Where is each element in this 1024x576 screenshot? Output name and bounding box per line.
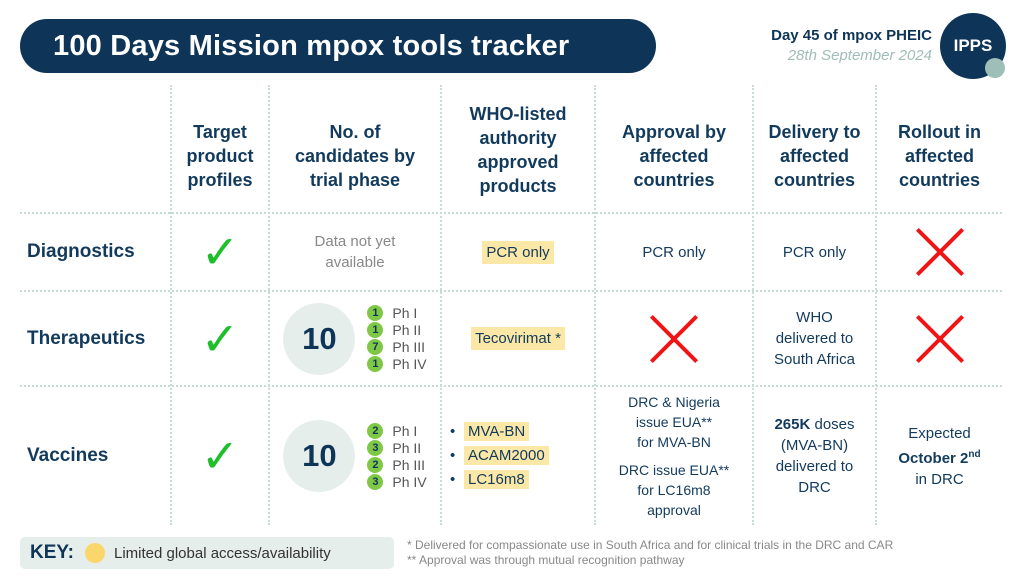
phase-list: 2 Ph I 3 Ph II 2 Ph III 3 Ph IV (367, 422, 427, 490)
phase-item: 2 Ph I (367, 422, 426, 439)
list-item: • ACAM2000 (450, 444, 549, 468)
limited-access-highlight: MVA-BN (464, 422, 530, 441)
day-label: Day 45 of mpox PHEIC (771, 27, 932, 44)
rollout-date: October 2 (898, 449, 969, 467)
diagnostics-delivery: PCR only (782, 243, 847, 261)
phase-item: 3 Ph IV (367, 473, 427, 490)
diagnostics-who-listed: PCR only (442, 214, 594, 290)
phase-list: 1 Ph I 1 Ph II 7 Ph III 1 Ph IV (367, 305, 427, 373)
vaccine-product-list: • MVA-BN • ACAM2000 • LC16m8 (450, 420, 549, 492)
footnote: ** Approval was through mutual recogniti… (407, 553, 685, 567)
therapeutics-tpp: ✓ (172, 292, 268, 385)
grid-divider (170, 85, 172, 525)
therapeutics-approval (596, 292, 752, 385)
phase-count-badge: 3 (367, 439, 384, 456)
date-label: 28th September 2024 (787, 47, 932, 64)
vaccines-rollout: Expected October 2nd in DRC (898, 424, 981, 488)
phase-count-badge: 2 (367, 422, 384, 439)
cross-icon (914, 313, 966, 365)
check-icon: ✓ (200, 430, 240, 482)
cross-icon (648, 313, 700, 365)
phase-count-badge: 1 (367, 305, 384, 321)
grid-divider (20, 212, 1002, 214)
grid-divider (594, 85, 596, 525)
column-header-who-listed: WHO-listed authority approved products (469, 104, 567, 196)
page-title: 100 Days Mission mpox tools tracker (20, 19, 656, 73)
row-label-therapeutics: Therapeutics (27, 327, 146, 349)
grid-divider (440, 85, 442, 525)
footnotes: * Delivered for compassionate use in Sou… (407, 538, 893, 568)
legend-key: KEY: Limited global access/availability (20, 537, 394, 569)
therapeutics-candidates: 10 1 Ph I 1 Ph II 7 Ph III 1 Ph IV (270, 292, 440, 385)
column-header-approval: Approval by affected countries (621, 122, 727, 190)
phase-item: 1 Ph II (367, 322, 426, 339)
phase-count-badge: 1 (367, 356, 384, 372)
limited-access-highlight: LC16m8 (464, 470, 529, 489)
ipps-logo: IPPS (940, 13, 1006, 79)
logo-accent-dot (985, 58, 1005, 78)
dose-count: 265K (774, 416, 811, 433)
check-icon: ✓ (200, 312, 240, 365)
footnote: * Delivered for compassionate use in Sou… (407, 538, 894, 552)
phase-count-badge: 7 (367, 339, 384, 355)
grid-divider (20, 290, 1002, 292)
vaccines-delivery: 265K doses (MVA-BN) delivered to DRC (774, 416, 855, 496)
phase-item: 1 Ph I (367, 305, 426, 322)
row-label-vaccines: Vaccines (27, 445, 109, 466)
phase-count-badge: 1 (367, 322, 384, 338)
key-label: KEY: (30, 542, 74, 563)
grid-divider (875, 85, 877, 525)
column-header-delivery: Delivery to affected countries (768, 122, 861, 190)
diagnostics-candidates: Data not yet available (314, 233, 396, 271)
vaccines-approval: DRC & Nigeria issue EUA** for MVA-BN DRC i… (618, 394, 730, 518)
day-counter: Day 45 of mpox PHEIC 28th September 2024 (771, 27, 932, 64)
grid-divider (752, 85, 754, 525)
vaccines-candidates: 10 2 Ph I 3 Ph II 2 Ph III 3 Ph IV (270, 387, 440, 525)
vaccines-who-listed: • MVA-BN • ACAM2000 • LC16m8 (442, 387, 594, 525)
phase-item: 7 Ph III (367, 339, 426, 356)
therapeutics-delivery: WHO delivered to South Africa (774, 309, 855, 368)
phase-item: 3 Ph II (367, 439, 426, 456)
phase-item: 2 Ph III (367, 456, 426, 473)
candidate-total: 10 (283, 420, 356, 492)
therapeutics-who-listed: Tecovirimat * (442, 292, 594, 385)
diagnostics-approval: PCR only (642, 243, 706, 261)
limited-access-dot-icon (84, 543, 105, 563)
candidate-total: 10 (283, 302, 356, 375)
diagnostics-tpp: ✓ (172, 214, 268, 290)
vaccines-tpp: ✓ (172, 387, 268, 525)
column-header-rollout: Rollout in affected countries (898, 122, 981, 190)
phase-item: 1 Ph IV (367, 356, 427, 373)
therapeutics-rollout (877, 292, 1002, 385)
limited-access-highlight: PCR only (482, 240, 554, 264)
phase-count-badge: 2 (367, 456, 384, 473)
row-label-diagnostics: Diagnostics (27, 241, 135, 262)
key-text: Limited global access/availability (113, 544, 331, 562)
list-item: • LC16m8 (450, 468, 549, 492)
column-header-candidates: No. of candidates by trial phase (294, 122, 416, 190)
grid-divider (20, 385, 1002, 387)
column-header-tpp: Target product profiles (186, 122, 254, 190)
phase-count-badge: 3 (367, 473, 384, 490)
limited-access-highlight: ACAM2000 (464, 446, 549, 465)
grid-divider (268, 85, 270, 525)
list-item: • MVA-BN (450, 420, 549, 444)
limited-access-highlight: Tecovirimat * (471, 327, 565, 350)
check-icon: ✓ (200, 226, 240, 278)
cross-icon (914, 226, 966, 278)
diagnostics-rollout (877, 214, 1002, 290)
